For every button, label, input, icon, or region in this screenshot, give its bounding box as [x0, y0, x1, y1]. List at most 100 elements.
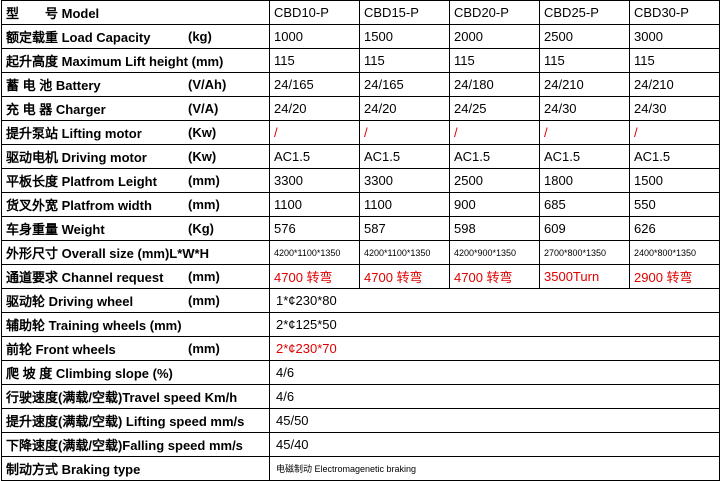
value-cell: 2500 — [539, 24, 630, 49]
value-cell: 2*¢230*70 — [269, 336, 720, 361]
spec-row: 制动方式 Braking type 电磁制动 Electromagenetic b… — [1, 456, 720, 481]
spec-row: 驱动电机 Driving motor (Kw) AC1.5 AC1.5 AC1.5 AC1… — [1, 144, 720, 169]
value-cell: 115 — [539, 48, 630, 73]
value-cell: 900 — [449, 192, 540, 217]
value-cell: 45/40 — [269, 432, 720, 457]
label-text: 前轮 Front wheels — [6, 342, 116, 357]
label-text: 驱动轮 Driving wheel — [6, 294, 134, 309]
value-cell: 4/6 — [269, 384, 720, 409]
value-cell: 598 — [449, 216, 540, 241]
value-cell: 45/50 — [269, 408, 720, 433]
label-text: 辅助轮 Training wheels (mm) — [6, 318, 182, 333]
value-cell: CBD25-P — [539, 0, 630, 25]
unit-text: (V/Ah) — [188, 77, 227, 92]
spec-row: 辅助轮 Training wheels (mm) 2*¢125*50 — [1, 312, 720, 337]
label-text: 蓄 电 池 Battery — [6, 78, 101, 93]
value-cell: 3000 — [629, 24, 720, 49]
unit-text: (V/A) — [188, 101, 219, 116]
value-cell: / — [629, 120, 720, 145]
unit-text: (Kw) — [188, 149, 217, 164]
label-text: 驱动电机 Driving motor — [6, 150, 147, 165]
value-cell: 1800 — [539, 168, 630, 193]
row-label: 提升泵站 Lifting motor (Kw) — [1, 120, 270, 145]
value-cell: / — [269, 120, 360, 145]
spec-row: 外形尺寸 Overall size (mm)L*W*H 4200*1100*135… — [1, 240, 720, 265]
value-cell: 1100 — [269, 192, 360, 217]
spec-row: 驱动轮 Driving wheel (mm) 1*¢230*80 — [1, 288, 720, 313]
row-label: 辅助轮 Training wheels (mm) — [1, 312, 270, 337]
spec-row: 额定载重 Load Capacity (kg) 1000 1500 2000 2500 30… — [1, 24, 720, 49]
label-text: 额定载重 Load Capacity — [6, 30, 151, 45]
value-cell: 电磁制动 Electromagenetic braking — [269, 456, 720, 481]
value-cell: 2400*800*1350 — [629, 240, 720, 265]
row-label: 充 电 器 Charger (V/A) — [1, 96, 270, 121]
value-cell: 4/6 — [269, 360, 720, 385]
value-cell: 550 — [629, 192, 720, 217]
value-cell: 24/25 — [449, 96, 540, 121]
row-label: 通道要求 Channel request (mm) — [1, 264, 270, 289]
label-text: 通道要求 Channel request — [6, 270, 164, 285]
label-text: 行驶速度(满载/空载)Travel speed Km/h — [6, 390, 238, 405]
label-text: 充 电 器 Charger — [6, 102, 106, 117]
unit-text: (Kw) — [188, 125, 217, 140]
row-label: 额定载重 Load Capacity (kg) — [1, 24, 270, 49]
value-cell: 2500 — [449, 168, 540, 193]
row-label: 行驶速度(满载/空载)Travel speed Km/h — [1, 384, 270, 409]
row-label: 驱动轮 Driving wheel (mm) — [1, 288, 270, 313]
row-label: 制动方式 Braking type — [1, 456, 270, 481]
value-cell: 626 — [629, 216, 720, 241]
unit-text: (kg) — [188, 29, 212, 44]
value-cell: / — [539, 120, 630, 145]
value-cell: 1*¢230*80 — [269, 288, 720, 313]
value-cell: 24/20 — [269, 96, 360, 121]
value-cell: 24/30 — [539, 96, 630, 121]
spec-row: 通道要求 Channel request (mm) 4700 转弯 4700 转弯 47… — [1, 264, 720, 289]
row-label: 型 号 Model — [1, 0, 270, 25]
label-text: 下降速度(满载/空载)Falling speed mm/s — [6, 438, 243, 453]
label-text: 外形尺寸 Overall size (mm)L*W*H — [6, 246, 209, 261]
row-label: 驱动电机 Driving motor (Kw) — [1, 144, 270, 169]
spec-row: 前轮 Front wheels (mm) 2*¢230*70 — [1, 336, 720, 361]
value-cell: 24/30 — [629, 96, 720, 121]
value-cell: AC1.5 — [359, 144, 450, 169]
spec-row: 车身重量 Weight (Kg) 576 587 598 609 626 — [1, 216, 720, 241]
row-label: 货叉外宽 Platfrom width (mm) — [1, 192, 270, 217]
value-cell: 4200*1100*1350 — [359, 240, 450, 265]
spec-row: 起升高度 Maximum Lift height (mm) 115 115 115 11… — [1, 48, 720, 73]
value-cell: 4700 转弯 — [269, 264, 360, 289]
value-cell: 24/165 — [359, 72, 450, 97]
value-cell: CBD20-P — [449, 0, 540, 25]
value-cell: AC1.5 — [269, 144, 360, 169]
value-cell: 115 — [629, 48, 720, 73]
value-cell: 24/180 — [449, 72, 540, 97]
spec-row: 行驶速度(满载/空载)Travel speed Km/h 4/6 — [1, 384, 720, 409]
spec-row: 货叉外宽 Platfrom width (mm) 1100 1100 900 685 550 — [1, 192, 720, 217]
value-cell: 1100 — [359, 192, 450, 217]
value-cell: 115 — [269, 48, 360, 73]
value-cell: 115 — [449, 48, 540, 73]
unit-text: (Kg) — [188, 221, 214, 236]
row-label: 平板长度 Platfrom Leight (mm) — [1, 168, 270, 193]
value-cell: 24/210 — [539, 72, 630, 97]
value-cell: 3500Turn — [539, 264, 630, 289]
value-cell: 4200*900*1350 — [449, 240, 540, 265]
value-cell: 1500 — [629, 168, 720, 193]
value-cell: 2900 转弯 — [629, 264, 720, 289]
spec-row: 蓄 电 池 Battery (V/Ah) 24/165 24/165 24/180 24/… — [1, 72, 720, 97]
header-row: 型 号 Model CBD10-P CBD15-P CBD20-P CBD25-P CBD… — [1, 0, 720, 25]
value-cell: 2000 — [449, 24, 540, 49]
unit-text: (mm) — [188, 293, 220, 308]
unit-text: (mm) — [188, 197, 220, 212]
value-cell: / — [359, 120, 450, 145]
value-cell: 587 — [359, 216, 450, 241]
row-label: 车身重量 Weight (Kg) — [1, 216, 270, 241]
spec-row: 充 电 器 Charger (V/A) 24/20 24/20 24/25 24/30 24… — [1, 96, 720, 121]
label-text: 货叉外宽 Platfrom width — [6, 198, 152, 213]
value-cell: CBD30-P — [629, 0, 720, 25]
label-text: 提升泵站 Lifting motor — [6, 126, 142, 141]
value-cell: 609 — [539, 216, 630, 241]
unit-text: (mm) — [188, 173, 220, 188]
label-text: 车身重量 Weight — [6, 222, 105, 237]
spec-row: 爬 坡 度 Climbing slope (%) 4/6 — [1, 360, 720, 385]
